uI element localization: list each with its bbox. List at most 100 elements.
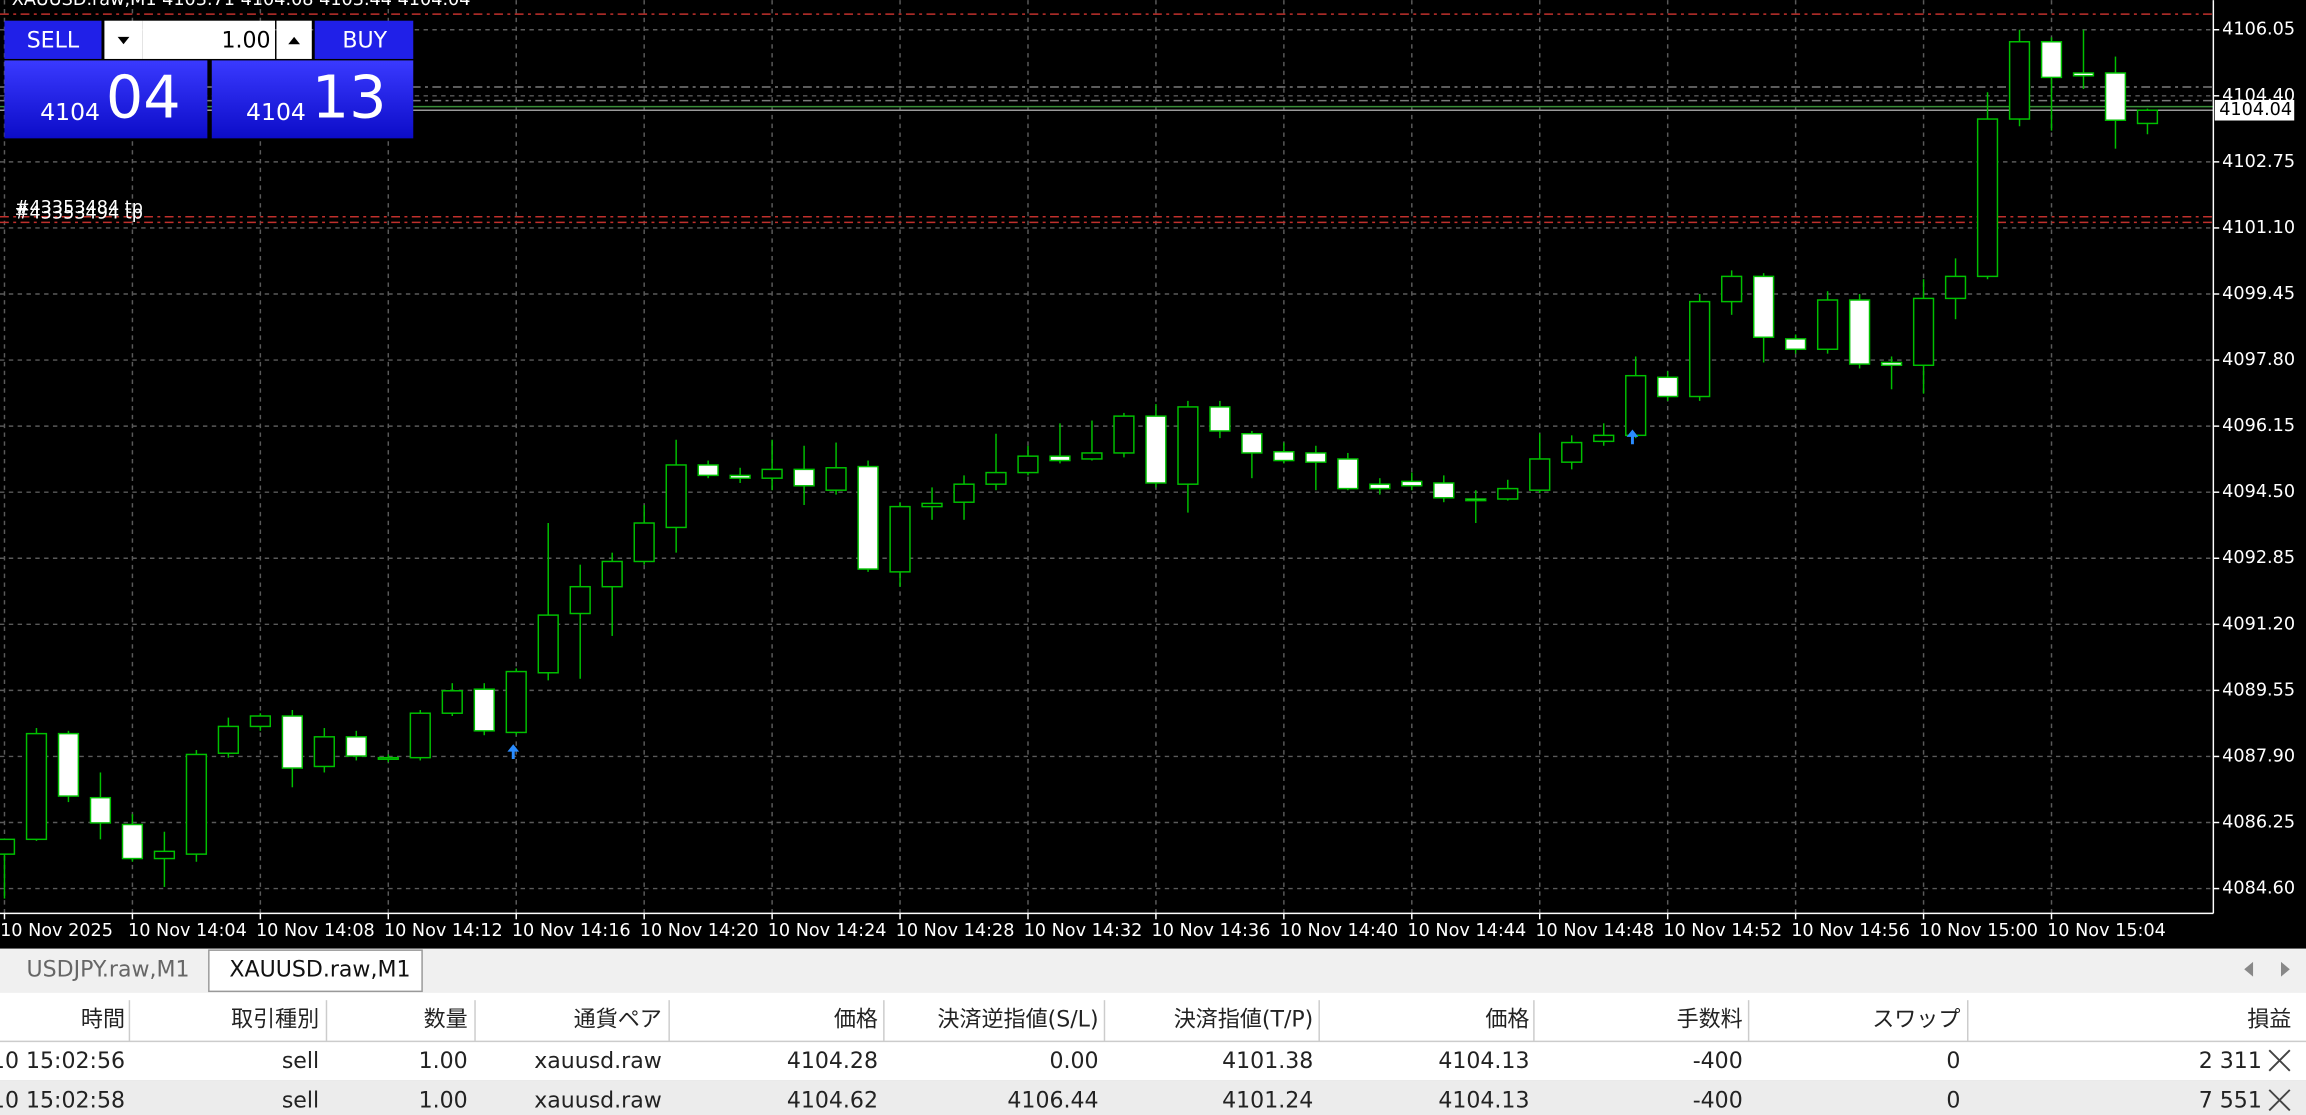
candle-body [1657, 376, 1679, 398]
table-cell: 4101.38 [1222, 1049, 1313, 1074]
candle-body [1369, 483, 1391, 490]
x-tick-label: 10 Nov 15:04 [2047, 921, 2166, 941]
candle-body [0, 838, 16, 855]
grid [0, 0, 2214, 914]
candle-body [1081, 452, 1103, 460]
y-tick-label: 4091.20 [2222, 614, 2295, 634]
candle-body [1752, 275, 1775, 338]
y-tick-label: 4096.15 [2222, 416, 2295, 436]
candle-body [473, 688, 495, 732]
column-header: 数量 [424, 1008, 468, 1033]
x-tick-label: 10 Nov 15:00 [1919, 921, 2038, 941]
close-position[interactable] [2268, 1089, 2291, 1112]
table-cell: 7 551 [2199, 1089, 2262, 1114]
sell-label: SELL [27, 28, 80, 53]
candle-body [1529, 458, 1551, 491]
table-cell: 0 [1946, 1049, 1960, 1074]
candle-body [2008, 41, 2031, 120]
candle-body [2072, 72, 2095, 77]
x-tick-label: 10 Nov 14:32 [1024, 921, 1143, 941]
candle-body [345, 736, 367, 757]
positions-table: 10 15:02:56 sell 1.00 xauusd.raw 4104.28 0.00… [0, 1000, 2306, 1115]
x-tick-label: 10 Nov 14:24 [768, 921, 887, 941]
sell-button[interactable] [4, 20, 102, 59]
candle-body [1209, 406, 1231, 432]
table-cell: 1.00 [419, 1049, 468, 1074]
candle-body [889, 505, 911, 573]
axes: 4084.60 4086.25 4087.90 4089.55 4091.20 4092.… [0, 20, 2295, 941]
x-tick-label: 10 Nov 2025 [0, 921, 113, 941]
candle-body [1433, 482, 1455, 499]
candle-body [761, 468, 783, 479]
candle-body [569, 585, 591, 615]
y-tick-label: 4099.45 [2222, 284, 2295, 304]
candle-body [985, 471, 1007, 485]
sell-price-box[interactable] [4, 60, 208, 139]
candle-body [729, 474, 751, 479]
candle-body [89, 796, 112, 824]
column-header: 手数料 [1677, 1008, 1743, 1033]
candle-body [665, 464, 687, 529]
candle-body [697, 464, 719, 477]
candle-body [1912, 297, 1935, 367]
candle-body [153, 850, 176, 860]
y-tick-label: 4092.85 [2222, 548, 2295, 568]
bid-box [2214, 99, 2295, 121]
candle-body [409, 712, 431, 759]
level-label: #43353484 tp [15, 198, 143, 218]
lot-up-arrow [288, 36, 301, 45]
candle-body [1113, 415, 1135, 454]
candle-body [1848, 299, 1871, 365]
chart-header: XAUUSD.raw,M1 4103.71 4104.08 4103.44 41… [12, 0, 471, 10]
candle-body [1017, 455, 1039, 474]
x-tick-label: 10 Nov 14:04 [128, 921, 247, 941]
candle-body [2136, 109, 2159, 125]
candle-body [1689, 300, 1711, 398]
trade-panel: SELL 1.00 BUY 4104 04 4104 13 [4, 20, 414, 139]
candle-body [441, 690, 463, 714]
candle-body [121, 823, 144, 860]
buy-button[interactable] [314, 20, 414, 59]
buy-price-big: 13 [312, 63, 387, 132]
candle-body [1976, 118, 1999, 278]
table-cell: 4104.28 [787, 1049, 878, 1074]
column-header: 決済指値(T/P) [1174, 1008, 1314, 1033]
y-tick-label: 4106.05 [2222, 20, 2295, 40]
candle-body [505, 670, 527, 734]
candle-body [1625, 374, 1647, 437]
table-cell: 10 15:02:58 [0, 1089, 125, 1114]
tab-scroll-left[interactable] [2244, 961, 2254, 977]
buy-price-small: 4104 [246, 98, 306, 126]
candle-body [25, 732, 48, 841]
x-tick-label: 10 Nov 14:48 [1535, 921, 1654, 941]
x-tick-label: 10 Nov 14:28 [896, 921, 1015, 941]
y-tick-label: 4089.55 [2222, 680, 2295, 700]
x-tick-label: 10 Nov 14:20 [640, 921, 759, 941]
candle-body [1401, 480, 1423, 487]
candle-body [1337, 458, 1359, 490]
sell-price-big: 04 [106, 63, 181, 132]
column-header: 決済逆指値(S/L) [937, 1008, 1098, 1033]
tab-label: XAUUSD.raw,M1 [229, 958, 410, 983]
tab-scroll-right[interactable] [2280, 961, 2290, 977]
candle-body [1816, 299, 1839, 350]
close-position[interactable] [2268, 1049, 2291, 1072]
table-cell: 4104.13 [1438, 1049, 1529, 1074]
candle-body [537, 614, 559, 674]
table-cell: sell [282, 1089, 319, 1114]
candle-body [1145, 415, 1167, 484]
table-cell: 10 15:02:56 [0, 1049, 125, 1074]
column-header: 取引種別 [231, 1008, 319, 1033]
candle-body [1593, 434, 1615, 443]
candle-body [2104, 72, 2127, 121]
lot-field[interactable] [142, 20, 276, 59]
candle-body [1721, 275, 1743, 303]
table-cell: sell [282, 1049, 319, 1074]
candle-body [1305, 452, 1327, 463]
buy-price-box[interactable] [211, 60, 414, 139]
candle-body [1561, 441, 1583, 463]
column-header: 通貨ペア [574, 1008, 662, 1033]
active-tab[interactable] [208, 949, 423, 993]
table-cell: 4104.62 [787, 1089, 878, 1114]
